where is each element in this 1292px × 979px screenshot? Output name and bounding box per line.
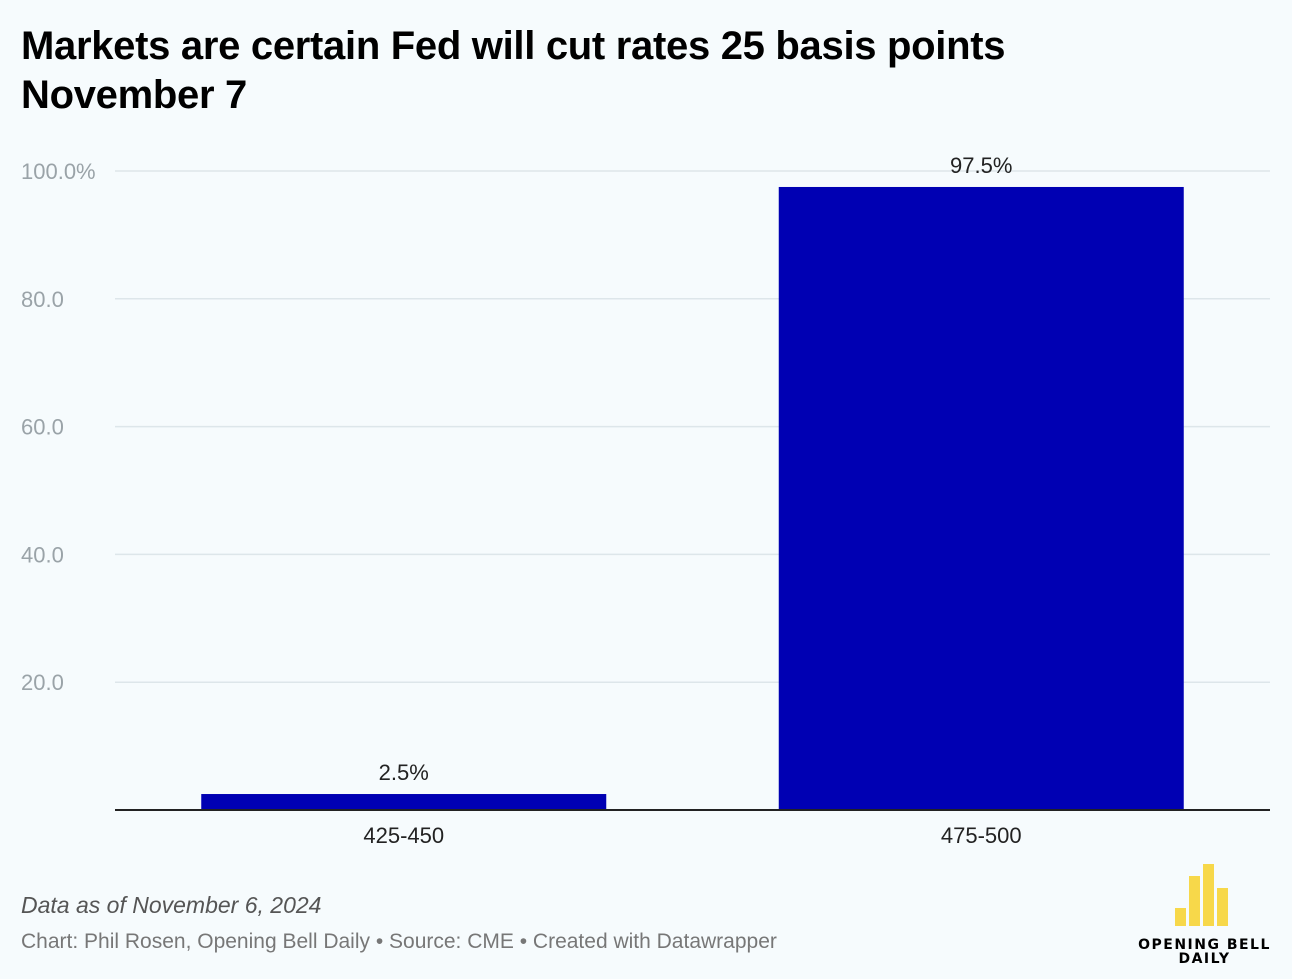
y-tick-label: 40.0: [21, 542, 64, 567]
bar: [778, 186, 1184, 811]
bar-logo-icon: [1175, 864, 1228, 926]
logo-line-2: DAILY: [1178, 951, 1231, 967]
opening-bell-daily-logo: OPENING BELL DAILY: [1132, 862, 1277, 972]
bar-value-label: 97.5%: [950, 153, 1012, 178]
bar: [201, 794, 607, 810]
x-category-label: 475-500: [941, 823, 1022, 848]
logo-text: OPENING BELL DAILY: [1132, 938, 1277, 966]
logo-line-1: OPENING BELL: [1138, 937, 1271, 953]
y-tick-label: 60.0: [21, 415, 64, 440]
y-tick-label: 100.0%: [21, 159, 96, 184]
chart-title: Markets are certain Fed will cut rates 2…: [21, 24, 1006, 117]
x-category-label: 425-450: [363, 823, 444, 848]
y-tick-label: 20.0: [21, 670, 64, 695]
data-date-note: Data as of November 6, 2024: [21, 892, 322, 918]
chart-credit: Chart: Phil Rosen, Opening Bell Daily • …: [21, 930, 777, 953]
y-tick-label: 80.0: [21, 287, 64, 312]
bar-value-label: 2.5%: [379, 760, 429, 785]
